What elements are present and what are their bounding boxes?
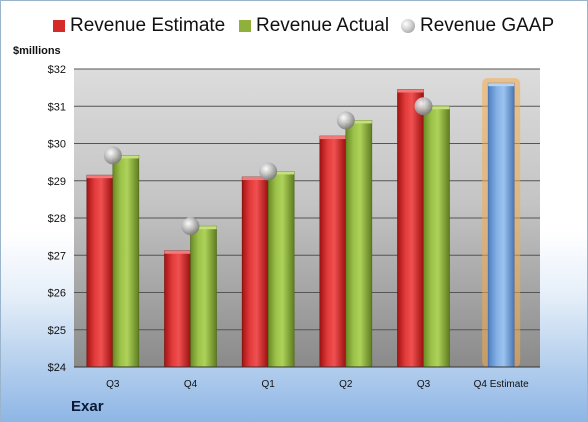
y-tick-label: $25 — [48, 325, 66, 337]
estimate-bar — [487, 82, 515, 368]
bar-top-revenue-actual — [423, 106, 450, 110]
y-tick-label: $31 — [48, 101, 66, 113]
marker-revenue-gaap — [103, 146, 122, 165]
y-tick-label: $32 — [48, 64, 66, 76]
x-tick-label: Q3 — [106, 379, 120, 390]
marker-revenue-gaap — [336, 111, 355, 130]
marker-revenue-gaap — [259, 162, 278, 181]
legend-swatch-estimate — [53, 20, 65, 32]
bar-revenue-estimate — [86, 174, 114, 368]
marker-revenue-gaap — [414, 97, 433, 116]
bar-top-revenue-estimate — [86, 175, 113, 179]
y-axis-label: $millions — [13, 45, 61, 57]
legend-item-revenue-actual: Revenue Actual — [239, 15, 389, 37]
bar-top-revenue-actual — [190, 226, 217, 230]
y-tick-label: $26 — [48, 288, 66, 300]
y-tick-label: $28 — [48, 213, 66, 225]
y-tick-label: $27 — [48, 250, 66, 262]
bar-top-revenue-estimate — [242, 177, 269, 181]
x-tick-label: Q4 Estimate — [474, 379, 529, 390]
legend-label-gaap: Revenue GAAP — [420, 15, 555, 36]
bar-revenue-actual — [267, 171, 295, 368]
legend-swatch-gaap — [401, 19, 415, 33]
legend-label-actual: Revenue Actual — [256, 15, 390, 36]
x-tick-label: Q2 — [339, 379, 353, 390]
bar-revenue-actual — [190, 225, 217, 368]
y-tick-label: $30 — [48, 139, 66, 151]
bar-top-revenue-estimate — [164, 250, 191, 254]
company-label: Exar — [71, 398, 104, 415]
bar-revenue-estimate — [397, 89, 424, 368]
bar-revenue-actual — [112, 155, 140, 368]
bar-top-revenue-estimate — [319, 136, 346, 140]
y-tick-label: $24 — [48, 362, 66, 374]
estimate-bar-top — [488, 83, 515, 87]
x-tick-label: Q1 — [261, 379, 275, 390]
bar-revenue-estimate — [319, 135, 347, 368]
chart-legend: Revenue Estimate Revenue Actual Revenue … — [1, 15, 587, 43]
x-tick-label: Q4 — [184, 379, 198, 390]
bar-revenue-actual — [423, 105, 450, 368]
bar-revenue-estimate — [164, 250, 191, 368]
legend-item-revenue-estimate: Revenue Estimate — [53, 15, 225, 37]
marker-revenue-gaap — [181, 217, 200, 236]
y-tick-label: $29 — [48, 176, 66, 188]
x-tick-label: Q3 — [417, 379, 431, 390]
bar-top-revenue-actual — [268, 171, 295, 175]
bar-top-revenue-actual — [112, 155, 139, 159]
legend-item-revenue-gaap: Revenue GAAP — [401, 15, 554, 37]
legend-label-estimate: Revenue Estimate — [70, 15, 226, 36]
legend-swatch-actual — [239, 20, 251, 32]
bar-revenue-actual — [345, 120, 373, 368]
bar-top-revenue-estimate — [397, 89, 424, 93]
bar-revenue-estimate — [241, 176, 269, 368]
bar-top-revenue-actual — [345, 120, 372, 124]
